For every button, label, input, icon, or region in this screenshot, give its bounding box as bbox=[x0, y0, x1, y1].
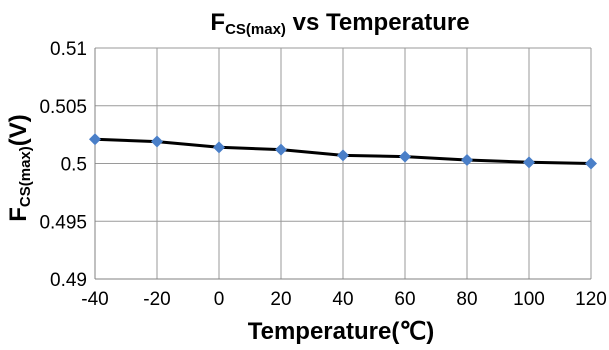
x-tick-label: 60 bbox=[394, 289, 415, 310]
y-axis-label-main: F bbox=[5, 207, 32, 222]
x-tick-label: 20 bbox=[270, 289, 291, 310]
y-axis-label: FCS(max)(V) bbox=[5, 114, 34, 222]
data-point-marker bbox=[151, 135, 163, 148]
data-point-marker bbox=[89, 133, 101, 146]
x-tick-label: -40 bbox=[81, 289, 108, 310]
x-tick-label: -20 bbox=[143, 289, 170, 310]
x-axis-label: Temperature(℃) bbox=[248, 318, 435, 345]
y-axis-label-rest: (V) bbox=[5, 114, 32, 146]
y-tick-label: 0.505 bbox=[39, 97, 87, 118]
grid bbox=[94, 47, 592, 280]
x-tick-labels: -40 -20 0 20 40 60 80 100 120 bbox=[81, 289, 607, 310]
y-tick-label: 0.49 bbox=[50, 270, 87, 291]
data-point-marker bbox=[337, 149, 349, 162]
data-point-marker bbox=[399, 150, 411, 163]
axes bbox=[94, 48, 591, 280]
x-tick-label: 40 bbox=[332, 289, 353, 310]
chart-title-rest: vs Temperature bbox=[286, 9, 470, 36]
y-tick-labels: 0.49 0.495 0.5 0.505 0.51 bbox=[39, 39, 87, 291]
series bbox=[89, 133, 597, 170]
y-tick-label: 0.5 bbox=[61, 155, 87, 176]
x-tick-label: 0 bbox=[214, 289, 225, 310]
y-axis-label-subscript: CS(max) bbox=[17, 146, 34, 207]
x-tick-label: 100 bbox=[513, 289, 545, 310]
data-point-marker bbox=[461, 154, 473, 167]
data-point-marker bbox=[523, 156, 535, 169]
y-tick-label: 0.495 bbox=[39, 212, 87, 233]
x-tick-label: 80 bbox=[456, 289, 477, 310]
data-point-marker bbox=[275, 143, 287, 156]
x-tick-label: 120 bbox=[575, 289, 607, 310]
data-point-marker bbox=[585, 157, 597, 170]
y-tick-label: 0.51 bbox=[50, 39, 87, 60]
chart-title: FCS(max) vs Temperature bbox=[210, 9, 469, 38]
chart-title-subscript: CS(max) bbox=[225, 21, 286, 38]
data-point-marker bbox=[213, 141, 225, 154]
chart-title-main: F bbox=[210, 9, 225, 36]
